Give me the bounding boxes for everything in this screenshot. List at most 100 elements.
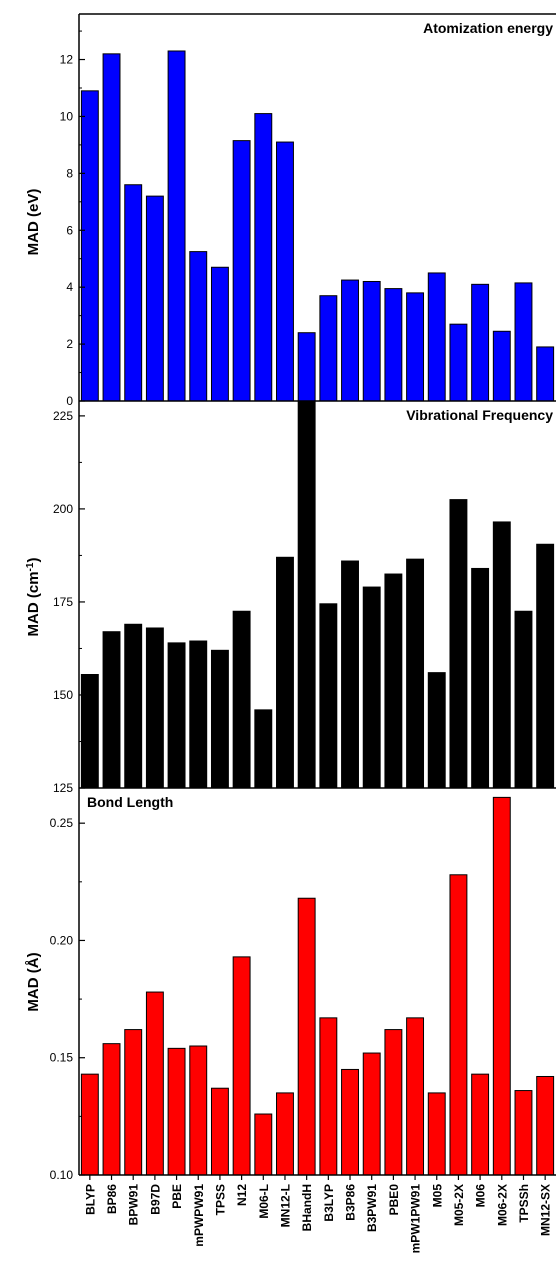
y-tick-label: 225 <box>53 409 73 423</box>
bar-blyp <box>81 1074 98 1175</box>
panel-3: 0.10 0.15 0.20 0.25 Bond Length MAD (Å) <box>25 788 556 1182</box>
bar-tpss <box>211 267 228 401</box>
bar-tpss <box>211 650 228 788</box>
y-tick-label: 4 <box>66 280 73 294</box>
bar-mpwpw91 <box>190 641 207 788</box>
bar-pbe <box>168 51 185 401</box>
bar-mpwpw91 <box>190 252 207 401</box>
bar-bhandh <box>298 898 315 1175</box>
bar-m05 <box>428 1093 445 1175</box>
x-tick-label-mpwpw91: mPWPW91 <box>192 1184 206 1247</box>
y-tick-label: 8 <box>66 166 73 180</box>
x-tick-label-b3pw91: B3PW91 <box>365 1184 379 1232</box>
x-tick-label-pbe: PBE <box>170 1184 184 1209</box>
bar-mn12-sx <box>537 347 554 401</box>
y-tick-label: 200 <box>53 502 73 516</box>
bar-b3p86 <box>342 280 359 401</box>
bar-pbe <box>168 1048 185 1175</box>
bar-b3p86 <box>342 1069 359 1175</box>
y-tick-label: 0.20 <box>50 933 74 947</box>
x-tick-label-b3lyp: B3LYP <box>322 1184 336 1222</box>
bar-bhandh <box>298 333 315 401</box>
x-tick-label-pbe0: PBE0 <box>387 1184 401 1216</box>
bar-blyp <box>81 675 98 789</box>
bar-b3pw91 <box>363 281 380 401</box>
bar-m06-l <box>255 1114 272 1175</box>
x-tick-label-m06-2x: M06-2X <box>495 1184 509 1226</box>
y-tick-label: 0 <box>66 394 73 408</box>
bar-m06-l <box>255 710 272 788</box>
panel-title: Atomization energy <box>423 20 553 36</box>
x-tick-label-tpss: TPSS <box>213 1184 227 1215</box>
bar-m05-2x <box>450 324 467 401</box>
bar-mn12-sx <box>537 544 554 788</box>
y-axis-label: MAD (eV) <box>25 189 42 256</box>
bar-bpw91 <box>125 185 142 401</box>
x-tick-label-n12: N12 <box>235 1184 249 1206</box>
x-tick-label-m06-l: M06-L <box>257 1184 271 1219</box>
bar-mpw1pw91 <box>407 559 424 788</box>
bar-tpssh <box>515 283 532 401</box>
bar-m06-2x <box>493 797 510 1175</box>
panel-title: Bond Length <box>87 794 173 810</box>
bar-mpw1pw91 <box>407 1018 424 1175</box>
x-tick-label-m05: M05 <box>430 1184 444 1208</box>
y-tick-label: 0.10 <box>50 1168 74 1182</box>
y-axis-label: MAD (cm-1) <box>25 558 43 637</box>
bar-bpw91 <box>125 1030 142 1175</box>
x-tick-label-b97d: B97D <box>148 1184 162 1215</box>
bar-b97d <box>146 628 163 788</box>
bar-b97d <box>146 196 163 401</box>
y-tick-label: 0.15 <box>50 1051 74 1065</box>
bar-pbe <box>168 643 185 788</box>
bar-b3lyp <box>320 604 337 788</box>
bar-mn12-l <box>277 557 294 788</box>
y-tick-label: 2 <box>66 337 73 351</box>
bar-tpss <box>211 1088 228 1175</box>
bar-b3lyp <box>320 1018 337 1175</box>
y-tick-label: 12 <box>60 53 74 67</box>
bar-bp86 <box>103 632 120 788</box>
bar-bhandh <box>298 401 315 788</box>
bar-n12 <box>233 141 250 401</box>
bar-n12 <box>233 611 250 788</box>
y-axis-label: MAD (Å) <box>25 952 42 1011</box>
bar-m05-2x <box>450 875 467 1175</box>
bar-n12 <box>233 957 250 1175</box>
bar-m06-l <box>255 114 272 401</box>
x-tick-label-bpw91: BPW91 <box>127 1184 141 1226</box>
y-tick-label: 150 <box>53 688 73 702</box>
bar-mn12-sx <box>537 1076 554 1175</box>
x-tick-label-bp86: BP86 <box>105 1184 119 1214</box>
bar-mpw1pw91 <box>407 293 424 401</box>
bar-tpssh <box>515 1091 532 1175</box>
y-tick-label: 0.25 <box>50 816 74 830</box>
x-tick-label-bhandh: BHandH <box>300 1184 314 1231</box>
bar-m06 <box>472 568 489 788</box>
bar-m05-2x <box>450 500 467 788</box>
bar-m06 <box>472 1074 489 1175</box>
bar-mn12-l <box>277 1093 294 1175</box>
bar-bpw91 <box>125 624 142 788</box>
bar-pbe0 <box>385 1030 402 1175</box>
bar-b3p86 <box>342 561 359 788</box>
bar-mpwpw91 <box>190 1046 207 1175</box>
bar-pbe0 <box>385 289 402 401</box>
y-tick-label: 6 <box>66 223 73 237</box>
bar-m05 <box>428 273 445 401</box>
x-tick-label-m06: M06 <box>474 1184 488 1208</box>
x-tick-label-tpssh: TPSSh <box>517 1184 531 1223</box>
y-tick-label: 125 <box>53 781 73 795</box>
x-tick-label-blyp: BLYP <box>83 1184 97 1215</box>
bar-b3lyp <box>320 296 337 401</box>
bar-m05 <box>428 673 445 788</box>
bar-m06-2x <box>493 331 510 401</box>
x-tick-label-m05-2x: M05-2X <box>452 1184 466 1226</box>
bar-b97d <box>146 992 163 1175</box>
y-tick-label: 175 <box>53 595 73 609</box>
bar-bp86 <box>103 54 120 401</box>
